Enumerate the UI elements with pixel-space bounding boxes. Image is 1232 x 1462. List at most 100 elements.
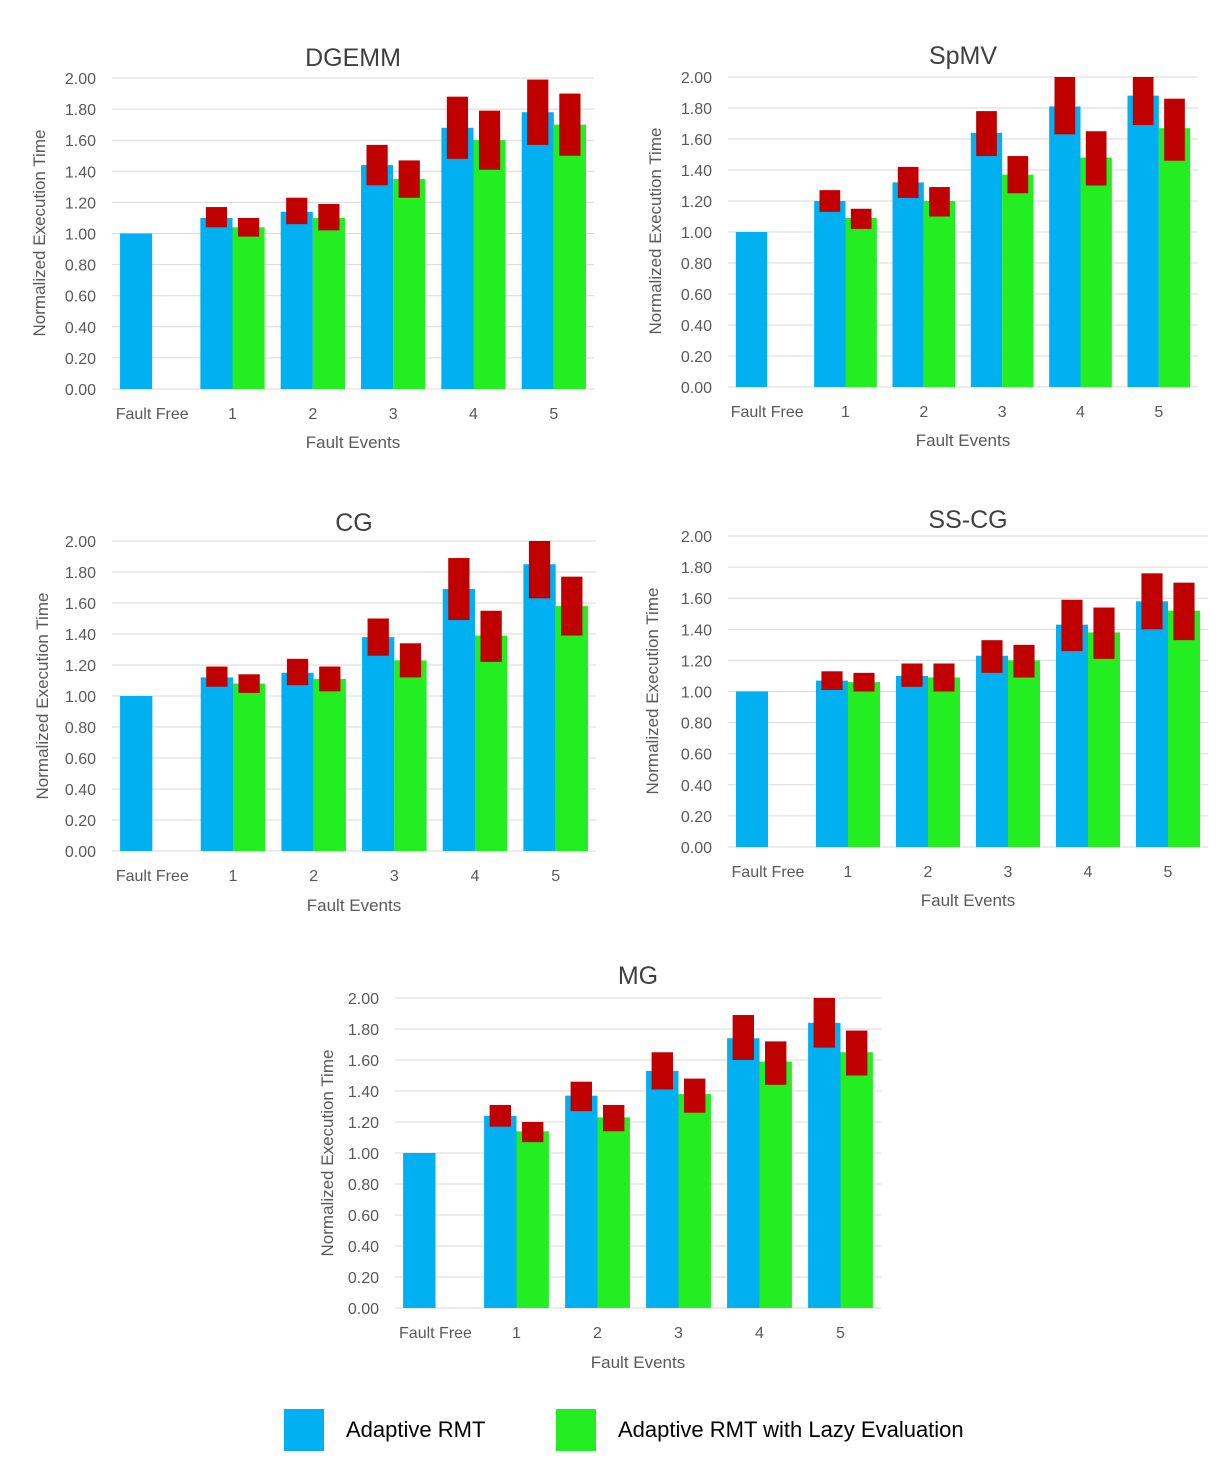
bar-adaptive — [442, 589, 475, 851]
chart-plot: 0.00 0.20 0.40 0.60 0.80 1.00 1.20 1.40 1.60 1.80… — [348, 991, 881, 1342]
overhead-range-marker — [286, 197, 308, 225]
bar-lazy — [553, 124, 586, 390]
legend-item-lazy: Adaptive RMT with Lazy Evaluation — [556, 1408, 964, 1452]
x-axis-label: Fault Events — [915, 431, 1011, 450]
bar-adaptive — [736, 691, 768, 847]
y-tick-label: 1.40 — [65, 627, 96, 644]
overhead-range-marker — [821, 671, 843, 690]
x-tick-label: 2 — [593, 1325, 602, 1342]
bar-lazy — [1008, 660, 1040, 847]
y-tick-label: 1.00 — [348, 1146, 379, 1163]
chart-title: CG — [335, 509, 373, 537]
y-tick-label: 1.00 — [681, 225, 712, 242]
bar-adaptive — [565, 1095, 598, 1308]
overhead-range-marker — [367, 618, 389, 656]
x-tick-label: 4 — [1084, 864, 1093, 881]
y-tick-label: 2.00 — [681, 70, 712, 87]
x-tick-label: Fault Free — [399, 1325, 472, 1342]
overhead-range-marker — [489, 1104, 511, 1127]
bar-lazy — [759, 1061, 792, 1308]
bar-adaptive — [362, 637, 395, 851]
overhead-range-marker — [446, 96, 469, 159]
y-tick-label: 1.00 — [65, 689, 96, 706]
bar-lazy — [848, 682, 880, 847]
overhead-range-marker — [1093, 607, 1115, 659]
bar-lazy — [678, 1094, 711, 1308]
chart-plot: 0.00 0.20 0.40 0.60 0.80 1.00 1.20 1.40 1.60 1.80… — [681, 70, 1198, 421]
bar-lazy — [1158, 128, 1191, 387]
bar-lazy — [1002, 174, 1034, 387]
bar-lazy — [232, 227, 265, 389]
x-tick-label: 2 — [919, 404, 928, 421]
overhead-range-marker — [448, 558, 470, 621]
overhead-range-marker — [853, 672, 875, 692]
chart-cg: CG 0.00 0.20 0.40 0.60 0.80 1.00 1.20 1.40 1.60 1… — [0, 503, 620, 933]
y-tick-label: 0.40 — [65, 782, 96, 799]
x-tick-label: 1 — [229, 868, 238, 885]
bar-adaptive — [1049, 106, 1081, 387]
overhead-range-marker — [603, 1104, 625, 1132]
overhead-range-marker — [528, 541, 551, 599]
bar-adaptive — [361, 165, 394, 389]
y-tick-label: 1.80 — [681, 101, 712, 118]
y-tick-label: 1.80 — [681, 560, 712, 577]
overhead-range-marker — [527, 79, 549, 145]
y-tick-label: 1.60 — [65, 133, 96, 150]
y-tick-label: 0.00 — [681, 840, 712, 857]
overhead-range-marker — [846, 1030, 868, 1076]
overhead-range-marker — [850, 208, 872, 229]
y-tick-label: 0.20 — [65, 813, 96, 830]
y-tick-label: 1.40 — [348, 1084, 379, 1101]
bar-adaptive — [281, 672, 314, 851]
y-tick-label: 0.40 — [681, 318, 712, 335]
legend-item-adaptive: Adaptive RMT — [284, 1408, 485, 1452]
overhead-range-marker — [398, 160, 420, 198]
overhead-range-marker — [478, 110, 501, 170]
x-tick-label: 3 — [389, 406, 398, 423]
x-tick-label: 4 — [471, 868, 480, 885]
bar-lazy — [473, 140, 506, 389]
y-tick-label: 1.20 — [681, 653, 712, 670]
bar-adaptive — [1127, 95, 1159, 387]
y-axis-label: Normalized Execution Time — [30, 129, 49, 337]
x-tick-label: 2 — [309, 868, 318, 885]
x-axis-label: Fault Events — [306, 896, 402, 915]
y-tick-label: 0.00 — [65, 844, 96, 861]
x-tick-label: 3 — [390, 868, 399, 885]
overhead-range-marker — [981, 640, 1003, 673]
bar-lazy — [312, 217, 345, 389]
overhead-range-marker — [897, 166, 919, 198]
x-tick-label: Fault Free — [731, 404, 804, 421]
overhead-range-marker — [559, 93, 581, 156]
x-tick-label: 3 — [674, 1325, 683, 1342]
y-tick-label: 0.60 — [65, 751, 96, 768]
overhead-range-marker — [286, 658, 309, 686]
overhead-range-marker — [1164, 98, 1185, 161]
bar-lazy — [233, 683, 266, 851]
bar-adaptive — [1136, 601, 1168, 847]
overhead-range-marker — [929, 187, 950, 217]
overhead-range-marker — [901, 663, 923, 687]
x-tick-label: 4 — [469, 406, 478, 423]
chart-title: MG — [617, 962, 659, 990]
x-tick-label: 5 — [1154, 404, 1163, 421]
x-tick-label: 5 — [1164, 864, 1173, 881]
chart-ss-cg: SS-CG 0.00 0.20 0.40 0.60 0.80 1.00 1.20 1.40 1.… — [616, 498, 1232, 928]
x-tick-label: 1 — [841, 404, 850, 421]
y-tick-label: 0.20 — [348, 1270, 379, 1287]
y-tick-label: 0.40 — [681, 778, 712, 795]
overhead-range-marker — [206, 666, 228, 687]
chart-title: DGEMM — [305, 44, 401, 72]
bar-lazy — [923, 201, 956, 387]
bar-lazy — [475, 635, 508, 851]
x-axis-label: Fault Events — [590, 1353, 686, 1372]
overhead-range-marker — [1054, 77, 1076, 135]
chart-plot: 0.00 0.20 0.40 0.60 0.80 1.00 1.20 1.40 1.60 1.80… — [65, 71, 594, 423]
overhead-range-marker — [561, 576, 583, 636]
overhead-range-marker — [765, 1041, 787, 1085]
y-tick-label: 0.40 — [65, 320, 96, 337]
y-axis-label: Normalized Execution Time — [33, 592, 52, 800]
bar-adaptive — [521, 112, 554, 390]
y-tick-label: 0.60 — [65, 289, 96, 306]
x-tick-label: 4 — [755, 1325, 764, 1342]
